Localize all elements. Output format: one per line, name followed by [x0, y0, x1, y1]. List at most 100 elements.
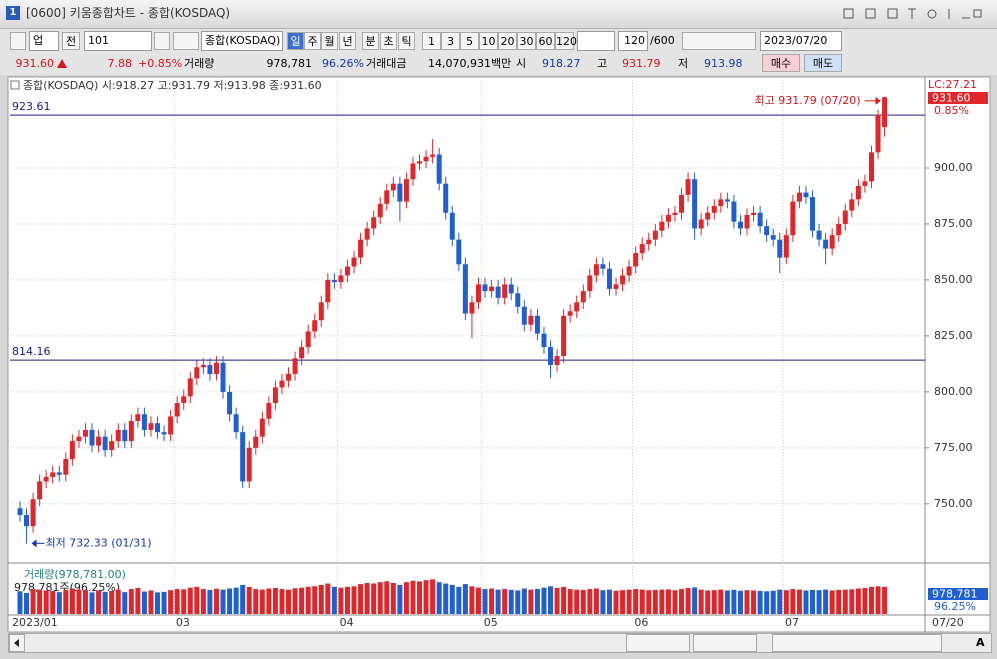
volume-bar — [508, 589, 514, 614]
volume-bar — [659, 589, 665, 614]
volume-bar — [561, 586, 567, 614]
volume-bar — [633, 589, 639, 614]
chart-background — [7, 76, 991, 633]
window-icon-set[interactable] — [842, 7, 982, 21]
candle-body — [207, 364, 213, 374]
candle-body — [469, 302, 475, 314]
toolbar-button[interactable]: 30 — [517, 32, 536, 50]
high-label: 고 — [597, 57, 608, 70]
buy-button[interactable]: 매수 — [762, 54, 800, 72]
volume-bar — [377, 582, 383, 614]
font-button[interactable]: A — [976, 636, 985, 649]
candle-body — [665, 215, 671, 222]
toolbar-button[interactable]: 일 — [287, 32, 304, 50]
volume-bar — [711, 590, 717, 614]
candle-body — [240, 432, 246, 482]
toolbar-button[interactable]: 년 — [339, 32, 356, 50]
volume-bar — [24, 592, 30, 614]
play-controls[interactable] — [626, 634, 690, 652]
toolbar-button[interactable]: 20 — [498, 32, 517, 50]
volume-bar — [777, 589, 783, 614]
toolbar-button[interactable]: 120 — [555, 32, 577, 50]
candle-body — [587, 275, 593, 292]
candle-body — [816, 230, 822, 240]
volume-bar — [410, 580, 416, 614]
candle-body — [344, 266, 350, 276]
candle-body — [371, 217, 377, 229]
zoom-slider[interactable] — [693, 634, 757, 652]
sell-button[interactable]: 매도 — [804, 54, 842, 72]
candle-body — [449, 212, 455, 240]
candle-body — [115, 429, 121, 442]
candle-body — [200, 364, 206, 368]
scope-button[interactable]: 전 — [62, 32, 80, 50]
volume-bar — [17, 591, 23, 614]
candle-body — [227, 391, 233, 415]
candle-body — [567, 311, 573, 316]
name-field: 종합(KOSDAQ) — [201, 31, 283, 51]
volume-bar — [338, 587, 344, 614]
toolbar-button[interactable]: 1 — [422, 32, 441, 50]
volume-bar — [246, 586, 252, 614]
scroll-left[interactable] — [9, 634, 25, 652]
volume-bar — [652, 589, 658, 614]
low: 913.98 — [704, 57, 743, 70]
candle-body — [272, 387, 278, 404]
volume-bar — [213, 588, 219, 614]
toolbar-button[interactable]: 3 — [441, 32, 460, 50]
candle-body — [502, 284, 508, 298]
volume-bar — [823, 589, 829, 614]
volume-bar — [417, 581, 423, 614]
volume-bar — [122, 592, 128, 614]
volume-bar — [521, 588, 527, 614]
app-icon: 1 — [6, 6, 20, 20]
market-select[interactable]: 업 — [29, 31, 59, 51]
volume-bar — [698, 589, 704, 614]
code-input[interactable]: 101 — [84, 31, 152, 51]
volume-bar — [606, 589, 612, 614]
volume-bar — [358, 584, 364, 614]
y-tick-label: 825.00 — [934, 329, 973, 342]
search-button[interactable] — [154, 32, 170, 50]
up-triangle — [57, 59, 67, 68]
volume-bar — [115, 589, 121, 614]
date-input[interactable]: 2023/07/20 — [760, 31, 842, 51]
toolbar-button[interactable]: 60 — [536, 32, 555, 50]
volume-bar — [626, 589, 632, 614]
toolbar-button[interactable]: 월 — [321, 32, 338, 50]
toolbar-button[interactable]: 10 — [479, 32, 498, 50]
toolbar-button[interactable]: 초 — [380, 32, 397, 50]
unit-select[interactable] — [577, 31, 615, 51]
candle-body — [443, 183, 449, 213]
tool-buttons[interactable] — [772, 634, 942, 652]
toolbar-button[interactable]: 틱 — [398, 32, 415, 50]
toolbar-button[interactable]: 분 — [362, 32, 379, 50]
volume-bar — [862, 587, 868, 614]
candle-body — [279, 380, 285, 388]
candle-body — [299, 347, 305, 359]
volume-bar — [109, 591, 115, 614]
volume-bar — [240, 584, 246, 614]
candle-body — [561, 315, 567, 357]
tool-icons[interactable] — [682, 32, 756, 50]
toolbar-button[interactable]: 5 — [460, 32, 479, 50]
sound-button[interactable] — [173, 32, 199, 50]
count-input[interactable]: 120 — [618, 31, 648, 51]
candle-body — [50, 472, 56, 477]
menu-icon[interactable] — [10, 32, 26, 50]
lc-label: LC:27.21 — [928, 78, 977, 91]
chart-legend: 종합(KOSDAQ) 시:918.27 고:931.79 저:913.98 종:… — [23, 79, 322, 92]
toolbar-button[interactable]: 주 — [304, 32, 321, 50]
window-icons[interactable] — [842, 7, 982, 20]
volume-bar — [331, 586, 337, 614]
volume-bar — [646, 590, 652, 614]
volume-bar — [76, 589, 82, 614]
volume-bar — [96, 590, 102, 614]
x-tick-label: 05 — [484, 616, 498, 629]
candle-body — [82, 429, 88, 437]
volume-bar — [194, 586, 200, 614]
candle-body — [724, 199, 730, 202]
candle-body — [423, 156, 429, 162]
volume-bar — [174, 589, 180, 614]
